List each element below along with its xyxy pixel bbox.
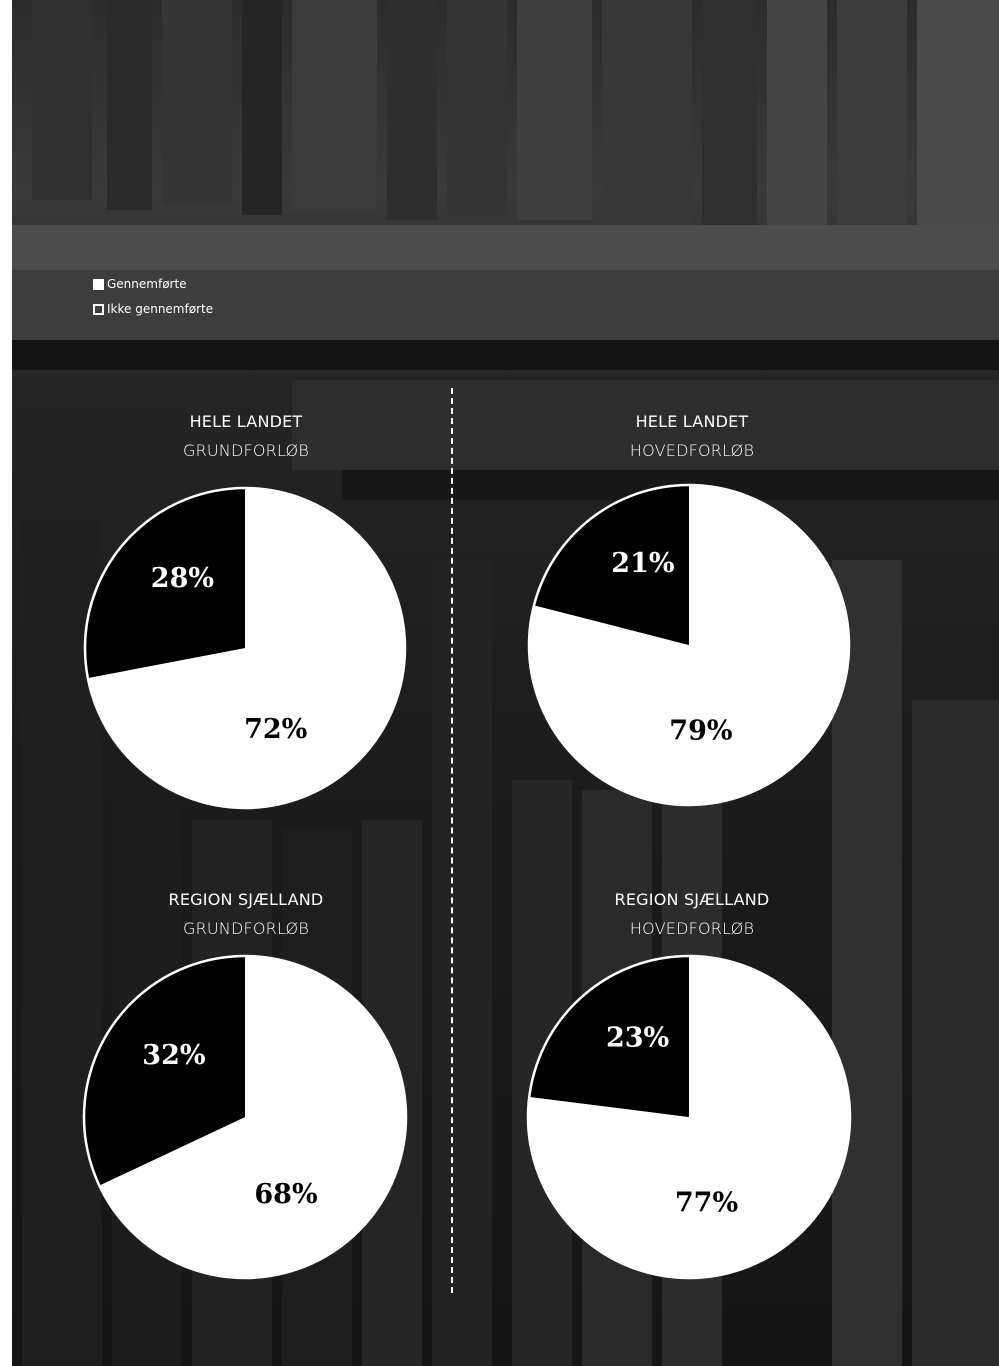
legend-swatch-not-completed	[93, 304, 104, 315]
pie-slice-not-completed	[534, 485, 689, 645]
legend-swatch-completed	[93, 279, 104, 290]
pie-slice-completed	[529, 485, 850, 805]
pie-chart-1: 79% 21%	[527, 483, 851, 807]
pie-value-label-not-completed: 21%	[611, 548, 674, 579]
pie-slice-completed	[528, 955, 851, 1278]
pie-outline	[83, 486, 407, 810]
pie-slice-completed	[87, 488, 405, 808]
legend-item-not-completed: Ikke gennemførte	[93, 297, 213, 322]
pie-chart-3: 77% 23%	[526, 954, 852, 1280]
legend-label-completed: Gennemførte	[107, 277, 187, 291]
pie-value-label-completed: 79%	[669, 716, 732, 747]
pie-value-label-not-completed: 28%	[151, 563, 214, 594]
pie-value-label-completed: 77%	[675, 1187, 738, 1218]
chart-subtitle-line: GRUNDFORLØB	[182, 919, 310, 938]
pie-value-label-completed: 72%	[244, 714, 307, 745]
pie-outline	[82, 954, 408, 1280]
chart-subtitle-line: HOVEDFORLØB	[629, 919, 755, 938]
pie-slice-not-completed	[529, 956, 689, 1117]
legend-item-completed: Gennemførte	[93, 272, 213, 297]
chart-title-line: REGION SJÆLLAND	[168, 890, 324, 909]
legend: Gennemførte Ikke gennemførte	[93, 272, 213, 322]
chart-title-hele-landet-hovedforlob: HELE LANDET HOVEDFORLØB	[532, 407, 852, 465]
chart-title-line: HELE LANDET	[635, 412, 749, 431]
chart-title-line: REGION SJÆLLAND	[614, 890, 770, 909]
chart-subtitle-line: GRUNDFORLØB	[182, 441, 310, 460]
pie-slice-completed	[99, 956, 406, 1278]
chart-title-hele-landet-grundforlob: HELE LANDET GRUNDFORLØB	[86, 407, 406, 465]
chart-title-region-sjaelland-hovedforlob: REGION SJÆLLAND HOVEDFORLØB	[532, 885, 852, 943]
pie-outline	[527, 483, 851, 807]
pie-value-label-not-completed: 23%	[606, 1023, 669, 1054]
pie-value-label-completed: 68%	[254, 1179, 317, 1210]
pie-chart-0: 72% 28%	[83, 486, 407, 810]
legend-label-not-completed: Ikke gennemførte	[107, 302, 214, 316]
pie-value-label-not-completed: 32%	[142, 1040, 205, 1071]
chart-title-region-sjaelland-grundforlob: REGION SJÆLLAND GRUNDFORLØB	[86, 885, 406, 943]
chart-title-line: HELE LANDET	[189, 412, 303, 431]
pie-outline	[526, 954, 852, 1280]
pie-slice-not-completed	[83, 956, 245, 1186]
pie-slice-not-completed	[84, 488, 245, 678]
chart-subtitle-line: HOVEDFORLØB	[629, 441, 755, 460]
pie-chart-2: 68% 32%	[82, 954, 408, 1280]
dashed-divider	[451, 388, 453, 1293]
